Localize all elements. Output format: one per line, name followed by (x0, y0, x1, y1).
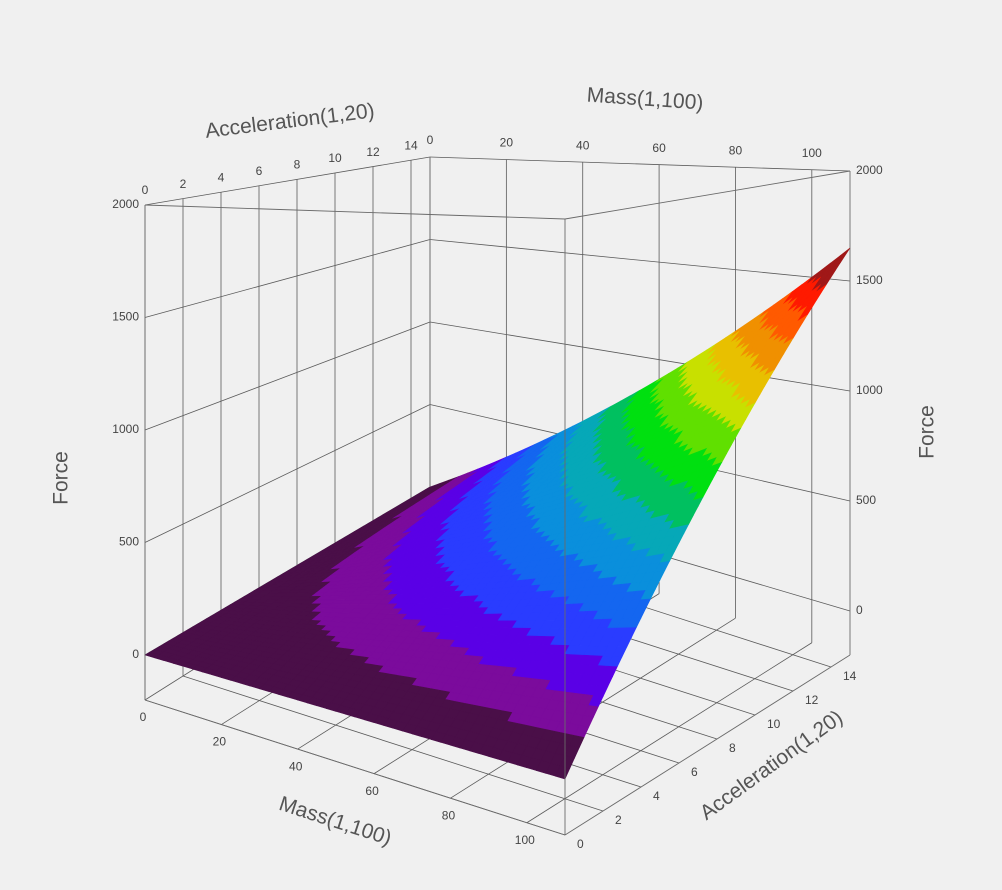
grid-line (144, 404, 431, 543)
box-edge (564, 654, 851, 836)
x-tick-label: 60 (652, 141, 666, 155)
y-tick-label: 4 (218, 170, 225, 184)
y-tick-label: 12 (805, 693, 819, 707)
y-tick-label: 14 (843, 669, 857, 683)
box-edge (144, 699, 566, 836)
x-tick-label: 0 (140, 710, 147, 724)
y-tick-label: 8 (294, 158, 301, 172)
axis-title-top-mass: Mass(1,100) (586, 84, 704, 115)
grid-line (144, 239, 431, 318)
grid-line (429, 239, 851, 282)
x-tick-label: 20 (213, 735, 227, 749)
grid-line (429, 321, 851, 392)
x-tick-label: 40 (289, 759, 303, 773)
y-tick-label: 12 (366, 145, 380, 159)
x-tick-label: 40 (576, 138, 590, 152)
z-tick-label: 2000 (856, 163, 883, 177)
x-tick-label: 0 (427, 133, 434, 147)
y-tick-label: 6 (691, 765, 698, 779)
grid-line (144, 156, 431, 206)
grid-line (429, 156, 851, 172)
z-tick-label: 1500 (856, 273, 883, 287)
axis-title-bottom-mass: Mass(1,100) (276, 792, 394, 850)
y-tick-label: 2 (180, 177, 187, 191)
y-tick-label: 4 (653, 789, 660, 803)
y-tick-label: 10 (767, 717, 781, 731)
x-tick-label: 80 (442, 808, 456, 822)
x-tick-label: 20 (500, 136, 514, 150)
y-tick-label: 10 (328, 151, 342, 165)
y-tick-label: 14 (404, 138, 418, 152)
x-tick-label: 80 (729, 143, 743, 157)
y-tick-label: 0 (142, 183, 149, 197)
axis-title-top-acceleration: Acceleration(1,20) (204, 99, 376, 143)
y-tick-label: 0 (577, 837, 584, 851)
z-tick-label: 1000 (856, 383, 883, 397)
surface-patch (555, 765, 571, 780)
y-tick-label: 2 (615, 813, 622, 827)
z-tick-label: 0 (856, 603, 863, 617)
z-tick-label: 500 (119, 535, 139, 549)
y-tick-label: 8 (729, 741, 736, 755)
box-edge (144, 204, 566, 220)
surface-patch (835, 247, 851, 263)
x-tick-label: 60 (365, 784, 379, 798)
axis-title-right-force: Force (916, 405, 939, 459)
z-tick-label: 1500 (112, 310, 139, 324)
box-edge (564, 170, 851, 220)
z-tick-label: 500 (856, 493, 876, 507)
axis-title-left-force: Force (50, 451, 73, 505)
z-tick-label: 2000 (112, 197, 139, 211)
grid-line (526, 642, 813, 824)
grid-line (144, 321, 431, 431)
z-tick-label: 0 (132, 647, 139, 661)
grid-line (182, 675, 604, 812)
z-tick-label: 1000 (112, 422, 139, 436)
x-tick-label: 100 (515, 833, 535, 847)
x-tick-label: 100 (802, 146, 822, 160)
y-tick-label: 6 (256, 164, 263, 178)
